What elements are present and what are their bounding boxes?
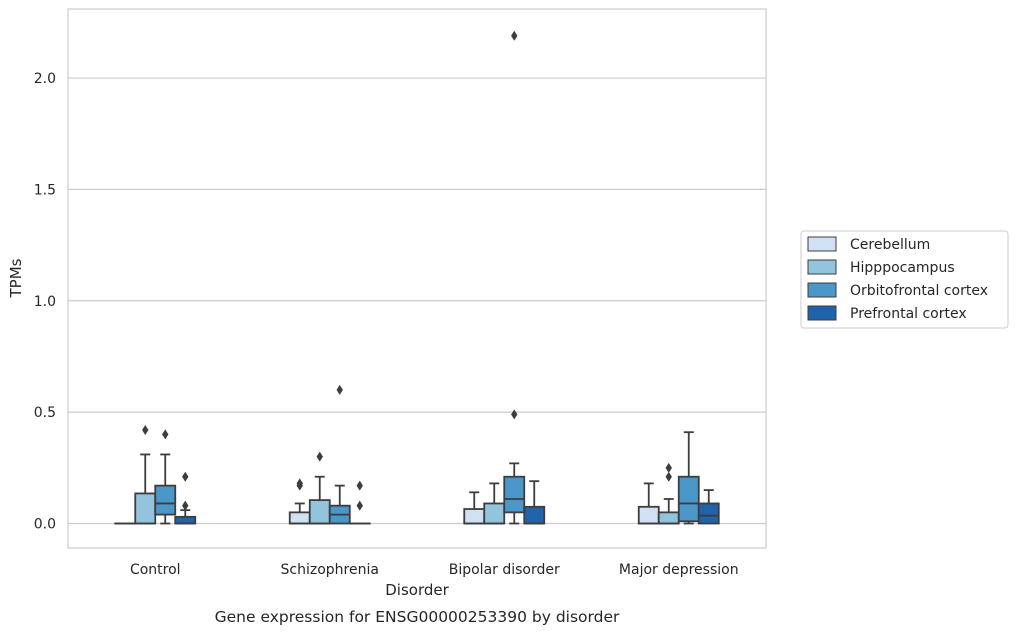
- box-cerebellum: [288, 478, 311, 525]
- box-body: [308, 499, 331, 525]
- box-hipppocampus: [308, 451, 331, 525]
- legend-swatch: [807, 282, 837, 298]
- box-body: [657, 511, 680, 525]
- outlier-point: [511, 409, 518, 420]
- box-groups: [114, 30, 720, 525]
- outlier-point: [142, 424, 149, 435]
- outlier-point: [182, 471, 189, 482]
- x-axis-ticks: Control Schizophrenia Bipolar disorder Majo…: [130, 562, 739, 578]
- x-tick-label: Bipolar disorder: [449, 562, 560, 578]
- box-hipppocampus: [483, 482, 506, 525]
- legend-swatch: [807, 236, 837, 252]
- outlier-point: [296, 478, 303, 489]
- x-tick-label: Major depression: [619, 562, 739, 578]
- plot-frame: [67, 8, 767, 549]
- box-cerebellum: [463, 491, 486, 525]
- box-prefrontal-cortex: [174, 471, 197, 525]
- box-body: [523, 505, 546, 525]
- box-body: [483, 502, 506, 525]
- outlier-point: [356, 500, 363, 511]
- box-body: [463, 508, 486, 525]
- outlier-point: [182, 500, 189, 511]
- legend-label: Hipppocampus: [850, 260, 955, 276]
- x-tick-label: Control: [130, 562, 181, 578]
- box-body: [503, 475, 526, 514]
- box-cerebellum: [637, 482, 660, 525]
- outlier-point: [316, 451, 323, 462]
- y-axis-label: TPMs: [7, 258, 25, 298]
- box-body: [174, 515, 197, 525]
- box-prefrontal-cortex: [348, 480, 371, 525]
- box-body: [677, 475, 700, 523]
- outlier-point: [336, 384, 343, 395]
- chart-title: Gene expression for ENSG00000253390 by d…: [215, 608, 620, 626]
- legend-label: Cerebellum: [850, 237, 930, 253]
- box-orbitofrontal-cortex: [154, 429, 177, 525]
- legend-frame: [800, 230, 1009, 329]
- y-axis-ticks: 0.0 0.5 1.0 1.5 2.0: [34, 71, 56, 532]
- box-prefrontal-cortex: [697, 489, 720, 525]
- outlier-point: [665, 471, 672, 482]
- outlier-point: [162, 429, 169, 440]
- box-body: [697, 502, 720, 525]
- box-body: [134, 492, 157, 525]
- legend-swatch: [807, 305, 837, 321]
- y-tick-label: 1.0: [34, 294, 56, 310]
- legend-label: Orbitofrontal cortex: [850, 283, 988, 299]
- y-tick-label: 0.0: [34, 517, 56, 533]
- x-axis-label: Disorder: [385, 581, 449, 599]
- box-orbitofrontal-cortex: [328, 384, 351, 525]
- legend: Cerebellum Hipppocampus Orbitofrontal cort…: [800, 230, 1009, 329]
- box-prefrontal-cortex: [523, 480, 546, 525]
- box-orbitofrontal-cortex: [677, 431, 700, 525]
- box-body: [154, 484, 177, 516]
- x-tick-label: Schizophrenia: [281, 562, 379, 578]
- y-tick-label: 0.5: [34, 405, 56, 421]
- box-body: [288, 511, 311, 525]
- outlier-point: [665, 462, 672, 473]
- legend-label: Prefrontal cortex: [850, 306, 967, 322]
- y-tick-label: 1.5: [34, 182, 56, 198]
- legend-swatch: [807, 259, 837, 275]
- box-hipppocampus: [134, 424, 157, 525]
- box-body: [637, 505, 660, 525]
- y-tick-label: 2.0: [34, 71, 56, 87]
- outlier-point: [356, 480, 363, 491]
- outlier-point: [511, 30, 518, 41]
- box-orbitofrontal-cortex: [503, 30, 526, 525]
- plot-background: [68, 9, 766, 548]
